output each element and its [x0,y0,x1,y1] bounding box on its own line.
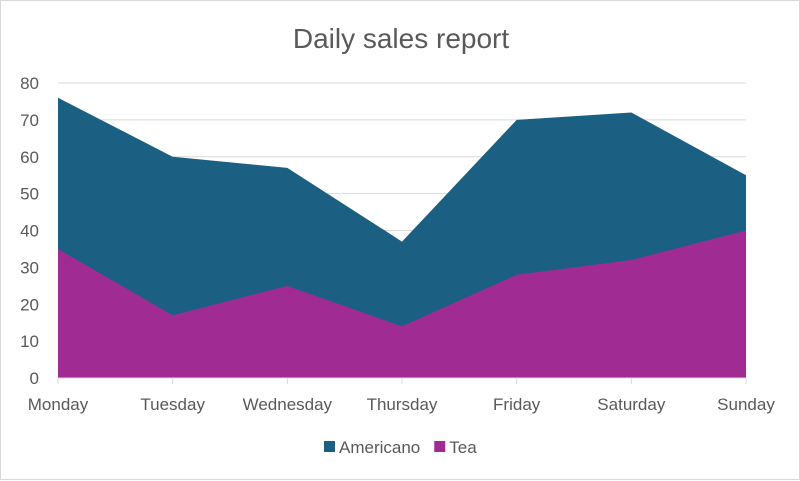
x-tick-label: Saturday [597,395,666,414]
y-tick-label: 0 [30,369,39,388]
y-tick-label: 40 [20,222,39,241]
y-tick-label: 80 [20,74,39,93]
legend-label-tea: Tea [449,438,477,457]
x-tick-label: Friday [493,395,541,414]
y-tick-label: 30 [20,258,39,277]
chart-title: Daily sales report [293,23,510,54]
y-tick-label: 70 [20,111,39,130]
y-tick-label: 50 [20,185,39,204]
x-tick-label: Thursday [367,395,438,414]
area-tea [58,230,746,378]
legend-swatch-americano [324,441,335,452]
legend-label-americano: Americano [339,438,420,457]
x-tick-label: Tuesday [140,395,205,414]
x-tick-label: Wednesday [243,395,333,414]
y-tick-label: 20 [20,295,39,314]
legend-swatch-tea [434,441,446,452]
y-tick-label: 10 [20,332,39,351]
x-tick-label: Monday [28,395,89,414]
y-tick-label: 60 [20,148,39,167]
x-tick-label: Sunday [717,395,775,414]
